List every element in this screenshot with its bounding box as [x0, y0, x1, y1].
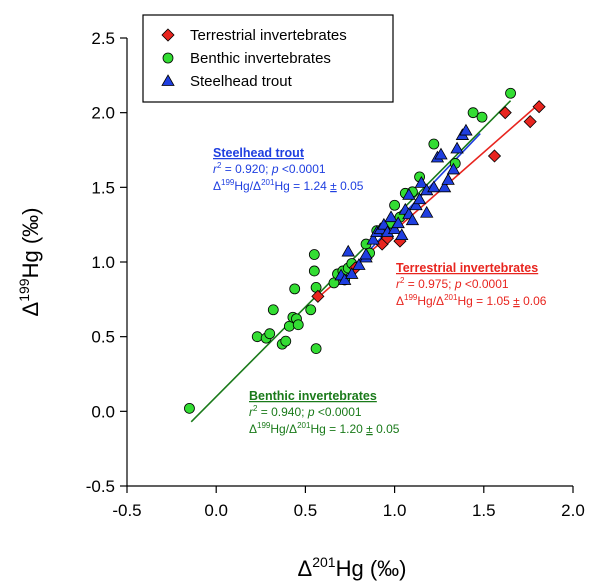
legend-marker-diamond [161, 28, 175, 42]
data-point-triangle [446, 162, 461, 175]
plot-axes: -0.5 0.0 0.5 1.0 1.5 2.0 -0.5 0.0 0.5 1.0 1.5 2.0 2.… [16, 29, 585, 581]
data-point-triangle [341, 244, 355, 257]
plot-marks [184, 87, 546, 423]
x-tick-label: 0.5 [294, 501, 318, 520]
annotation-slope: Δ199Hg/Δ201Hg = 1.20 ± 0.05 [249, 421, 400, 436]
y-tick-label: 0.5 [91, 328, 115, 347]
legend-label: Steelhead trout [190, 73, 293, 90]
annotation-title: Steelhead trout [213, 146, 305, 160]
data-point-triangle [366, 232, 380, 245]
x-tick-label: 1.0 [383, 501, 407, 520]
annotation-stats: r2 = 0.920; p <0.0001 [213, 161, 326, 176]
data-point-triangle [414, 176, 429, 188]
data-point-circle [264, 328, 276, 340]
data-point-triangle [337, 273, 352, 285]
data-point-circle [251, 331, 263, 343]
legend-box [142, 14, 394, 103]
y-tick-label: 1.0 [91, 253, 115, 272]
data-point-circle [389, 199, 401, 211]
data-point-triangle [359, 247, 373, 260]
data-point-triangle [441, 173, 455, 185]
legend-marker-circle [162, 52, 174, 64]
data-point-diamond [523, 115, 537, 129]
data-point-triangle [434, 147, 448, 160]
x-tick-label: -0.5 [112, 501, 141, 520]
annotation-title: Benthic invertebrates [249, 389, 377, 403]
data-point-triangle [405, 213, 420, 226]
data-point-triangle [384, 210, 398, 223]
data-point-circle [310, 281, 322, 293]
y-tick-label: 2.5 [91, 29, 115, 48]
data-point-circle [280, 335, 292, 347]
data-point-triangle [420, 205, 434, 218]
annotation-slope: Δ199Hg/Δ201Hg = 1.24 ± 0.05 [213, 178, 364, 193]
data-point-circle [476, 111, 488, 123]
x-tick-label: 0.0 [204, 501, 228, 520]
data-point-circle [505, 87, 516, 99]
legend: Terrestrial invertebrates Benthic inverte… [142, 14, 394, 103]
data-point-circle [292, 319, 304, 331]
data-point-triangle [427, 180, 441, 193]
data-point-triangle [450, 141, 464, 154]
data-point-diamond [487, 149, 502, 163]
data-point-triangle [402, 187, 416, 200]
annotation-stats: r2 = 0.940; p <0.0001 [249, 404, 362, 419]
data-point-triangle [409, 198, 423, 211]
data-point-circle [308, 249, 320, 260]
annotation-stats: r2 = 0.975; p <0.0001 [396, 276, 509, 291]
y-axis-title: Δ199Hg (‰) [16, 208, 43, 317]
annotation-slope: Δ199Hg/Δ201Hg = 1.05 ± 0.06 [396, 293, 547, 308]
data-point-circle [267, 304, 279, 316]
legend-marker-triangle [161, 74, 175, 86]
data-point-triangle [395, 228, 409, 241]
data-point-triangle [352, 258, 366, 270]
data-point-circle [289, 283, 301, 295]
x-tick-label: 1.5 [472, 501, 496, 520]
x-axis-title: Δ201Hg (‰) [298, 554, 407, 581]
data-point-circle [305, 304, 317, 316]
data-point-triangle [459, 123, 473, 136]
data-point-circle [308, 265, 320, 277]
data-point-diamond [498, 106, 512, 120]
data-point-triangle [412, 192, 427, 205]
data-point-triangle [391, 216, 405, 229]
data-point-diamond [311, 289, 325, 303]
y-tick-label: 2.0 [91, 104, 115, 123]
data-point-diamond [532, 100, 546, 114]
annotation-title: Terrestrial invertebrates [396, 261, 538, 275]
data-point-circle [184, 402, 195, 414]
y-tick-label: 1.5 [91, 178, 115, 197]
data-point-triangle [387, 222, 402, 235]
data-point-circle [428, 138, 440, 150]
data-point-circle [467, 107, 479, 119]
data-point-triangle [345, 267, 359, 279]
y-tick-label: -0.5 [86, 477, 115, 496]
data-point-triangle [437, 180, 452, 193]
y-tick-label: 0.0 [91, 402, 115, 421]
x-tick-label: 2.0 [561, 501, 585, 520]
data-point-circle [310, 343, 322, 355]
legend-label: Terrestrial invertebrates [190, 27, 347, 44]
legend-label: Benthic invertebrates [190, 50, 331, 67]
